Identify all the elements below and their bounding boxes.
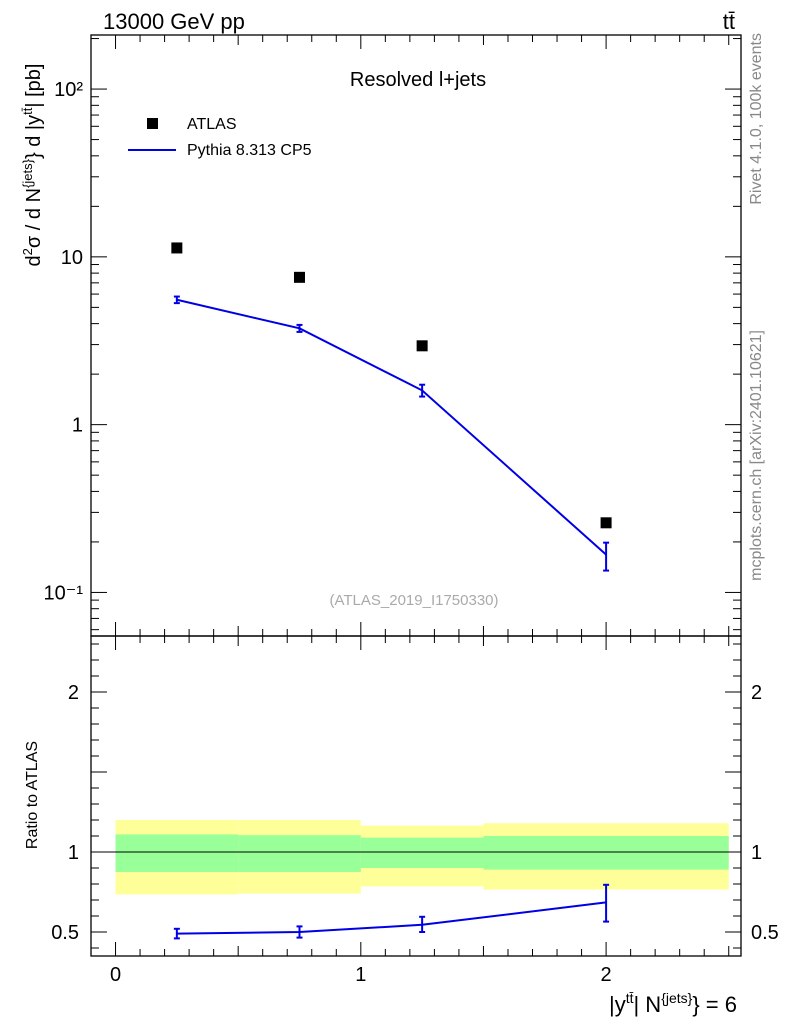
energy-label: 13000 GeV pp — [103, 9, 245, 34]
main-panel-ticks — [90, 35, 741, 636]
pythia-line — [176, 298, 607, 556]
stat-uncertainty-bin — [115, 834, 239, 872]
ratio-y-tick-labels: 0.5 0.5 1 1 2 2 — [51, 682, 779, 944]
ratio-y-tick-label-right: 1 — [751, 842, 762, 864]
main-panel-data — [171, 242, 612, 572]
main-y-axis-label: d2σ / d N{jets}} d |ytt̄| [pb] — [20, 64, 45, 267]
ratio-line — [176, 901, 607, 935]
stat-uncertainty-bin — [360, 837, 484, 868]
ratio-panel: 0.5 0.5 1 1 2 2 0 1 2 Ratio to ATLAS |ytt̄| N{j… — [24, 635, 779, 1017]
main-panel: 10⁻¹ 1 10 10² Resolved l+jets (ATLAS_2019_I… — [20, 34, 742, 637]
y-tick-label: 10² — [54, 79, 83, 101]
ratio-y-tick-label-left: 1 — [68, 842, 79, 864]
x-tick-label: 1 — [355, 964, 366, 986]
ratio-y-tick-label-left: 2 — [68, 682, 79, 704]
x-axis-label: |ytt̄| N{jets}} = 6 — [609, 990, 737, 1017]
ratio-y-tick-label-right: 2 — [751, 682, 762, 704]
stat-uncertainty-bin — [238, 835, 361, 872]
ratio-panel-frame — [90, 635, 742, 957]
plot-title: Resolved l+jets — [350, 69, 486, 91]
ratio-y-tick-label-right: 0.5 — [751, 922, 779, 944]
x-tick-label: 2 — [601, 964, 612, 986]
ratio-uncertainty-bands — [115, 820, 729, 895]
legend-pythia-label: Pythia 8.313 CP5 — [187, 142, 312, 159]
main-y-tick-labels: 10⁻¹ 1 10 10² — [44, 79, 84, 604]
atlas-point — [600, 517, 612, 529]
analysis-tag: (ATLAS_2019_I1750330) — [329, 592, 498, 609]
y-tick-label: 1 — [72, 415, 83, 437]
stat-uncertainty-bin — [483, 836, 729, 870]
ratio-y-axis-label: Ratio to ATLAS — [24, 741, 41, 849]
process-label: tt̄ — [723, 9, 735, 34]
atlas-point — [293, 271, 305, 283]
x-tick-labels: 0 1 2 — [110, 964, 612, 986]
legend-atlas-marker — [147, 118, 158, 129]
legend-atlas-label: ATLAS — [187, 116, 237, 133]
mcplots-label: mcplots.cern.ch [arXiv:2401.10621] — [748, 330, 765, 581]
ratio-panel-data — [173, 883, 610, 940]
x-tick-label: 0 — [110, 964, 121, 986]
ratio-panel-ticks — [90, 636, 741, 956]
legend: ATLAS Pythia 8.313 CP5 — [128, 116, 312, 159]
atlas-point — [171, 242, 183, 254]
rivet-label: Rivet 4.1.0, 100k events — [748, 33, 765, 205]
atlas-point — [416, 340, 428, 352]
ratio-y-tick-label-left: 0.5 — [51, 922, 79, 944]
y-tick-label: 10⁻¹ — [44, 582, 84, 604]
y-tick-label: 10 — [61, 247, 83, 269]
